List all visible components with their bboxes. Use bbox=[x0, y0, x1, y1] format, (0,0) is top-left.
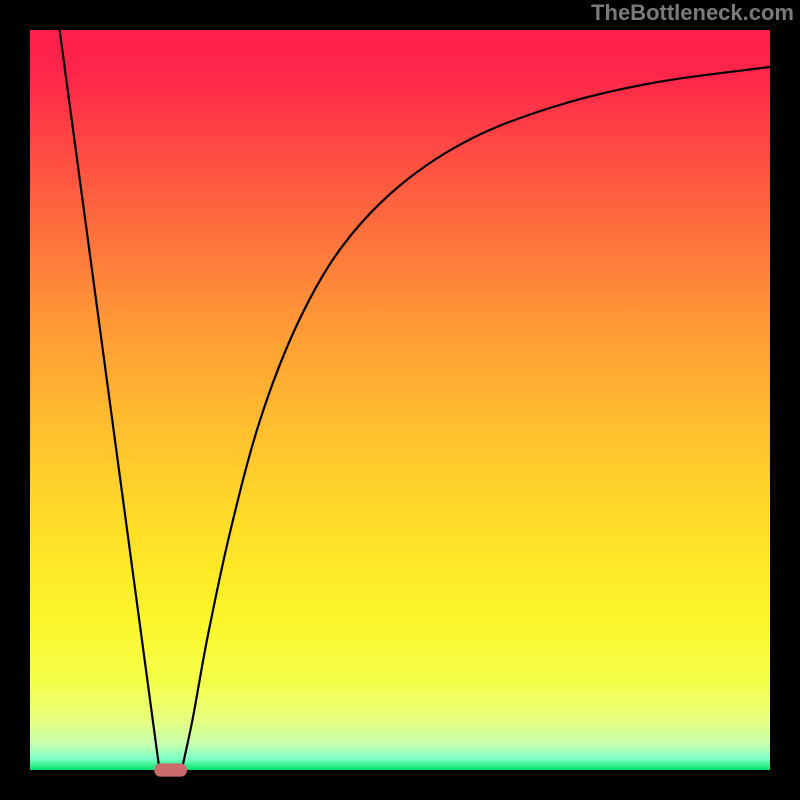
valley-marker bbox=[154, 763, 187, 776]
plot-background-gradient bbox=[30, 30, 770, 770]
bottleneck-chart bbox=[0, 0, 800, 800]
chart-container: TheBottleneck.com bbox=[0, 0, 800, 800]
